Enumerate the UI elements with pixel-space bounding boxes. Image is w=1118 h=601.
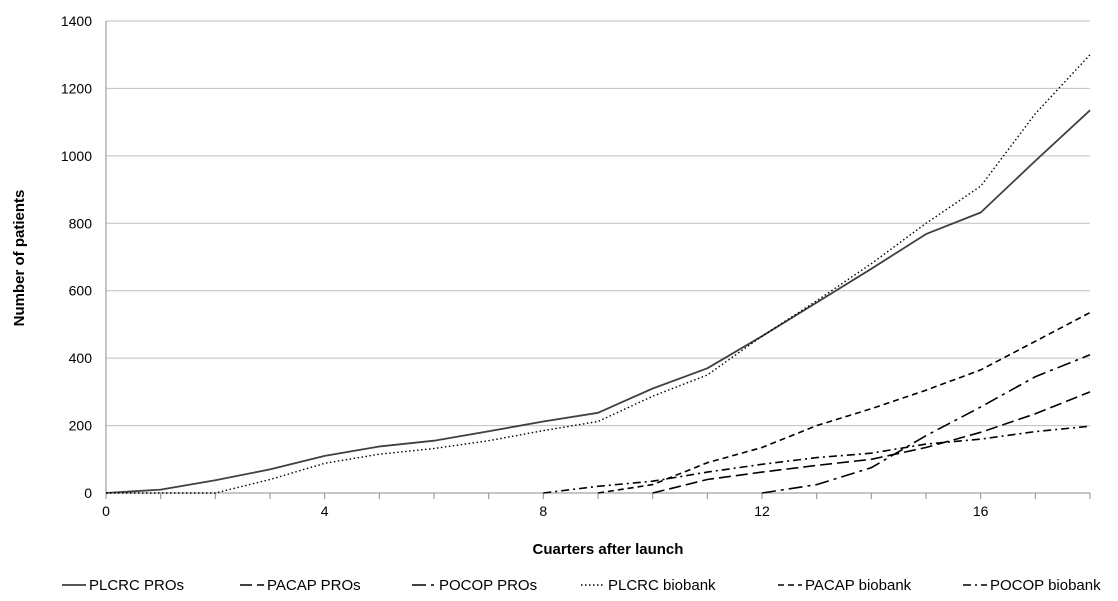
series-line-pacap-biobank bbox=[597, 311, 1091, 494]
x-tick-label-16: 16 bbox=[973, 503, 989, 519]
x-tick-label-0: 0 bbox=[102, 503, 110, 519]
series-line-plcrc-biobank bbox=[106, 54, 1091, 494]
tick-labels: 0 200 400 600 800 1000 1200 1400 0 4 8 12 16 bbox=[61, 13, 989, 519]
series-line-pocop-pros bbox=[761, 354, 1091, 494]
x-axis-title: Cuarters after launch bbox=[533, 541, 684, 558]
legend-label-pocop-pros: POCOP PROs bbox=[439, 577, 537, 594]
legend-label-plcrc-biobank: PLCRC biobank bbox=[608, 577, 716, 594]
y-tick-label-1400: 1400 bbox=[61, 13, 92, 29]
y-tick-label-200: 200 bbox=[69, 418, 93, 434]
legend-label-plcrc-pros: PLCRC PROs bbox=[89, 577, 184, 594]
x-tick-label-8: 8 bbox=[539, 503, 547, 519]
legend: PLCRC PROs PACAP PROs POCOP PROs PLCRC biob… bbox=[62, 577, 1101, 594]
x-tick-label-12: 12 bbox=[754, 503, 770, 519]
x-tick-label-4: 4 bbox=[321, 503, 329, 519]
series-line-pocop-biobank bbox=[543, 425, 1091, 494]
y-axis-title: Number of patients bbox=[11, 190, 28, 327]
y-tick-label-0: 0 bbox=[84, 485, 92, 501]
series-lines bbox=[105, 54, 1091, 494]
y-tick-label-800: 800 bbox=[69, 215, 93, 231]
legend-label-pacap-pros: PACAP PROs bbox=[267, 577, 361, 594]
y-tick-label-1200: 1200 bbox=[61, 80, 92, 96]
legend-label-pacap-biobank: PACAP biobank bbox=[805, 577, 912, 594]
grid-lines bbox=[106, 20, 1090, 427]
series-line-pacap-pros bbox=[652, 391, 1091, 494]
legend-label-pocop-biobank: POCOP biobank bbox=[990, 577, 1101, 594]
y-tick-label-600: 600 bbox=[69, 283, 93, 299]
y-tick-label-400: 400 bbox=[69, 350, 93, 366]
series-line-plcrc-pros bbox=[105, 109, 1091, 494]
y-tick-label-1000: 1000 bbox=[61, 148, 92, 164]
